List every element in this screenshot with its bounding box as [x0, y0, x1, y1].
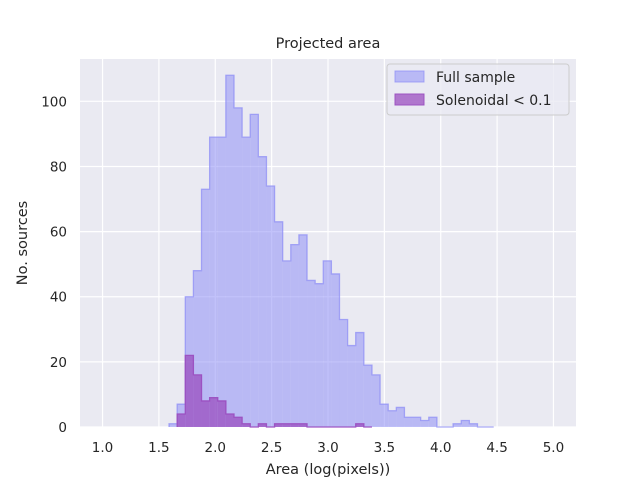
- histogram-bar: [331, 273, 340, 427]
- histogram-bar: [282, 260, 291, 427]
- x-tick-label: 4.0: [430, 440, 451, 456]
- x-ticks: 1.0 1.5 2.0 2.5 3.0 3.5 4.0 4.5 5.0: [92, 440, 564, 456]
- histogram-bar: [217, 400, 226, 427]
- histogram-bar: [258, 423, 267, 427]
- legend-swatch-solenoidal: [394, 93, 425, 106]
- histogram-bar: [290, 423, 299, 427]
- histogram-bar: [355, 332, 364, 427]
- histogram-bar: [185, 355, 194, 427]
- x-tick-label: 2.5: [261, 440, 282, 456]
- histogram-bar: [298, 423, 308, 427]
- histogram-bar: [169, 423, 178, 427]
- legend-label-solenoidal: Solenoidal < 0.1: [436, 93, 552, 109]
- histogram-bar: [233, 417, 243, 427]
- histogram-bar: [250, 114, 259, 428]
- x-tick-label: 2.0: [205, 440, 226, 456]
- histogram-bar: [380, 404, 389, 427]
- histogram-bar: [290, 244, 299, 427]
- histogram-bar: [177, 413, 186, 427]
- histogram-bar: [201, 189, 210, 427]
- histogram-bar: [388, 410, 397, 427]
- legend-swatch-full-sample: [394, 70, 425, 83]
- histogram-bar: [453, 423, 462, 427]
- histogram-bar: [274, 423, 283, 427]
- y-axis-label: No. sources: [15, 201, 31, 285]
- histogram-bar: [193, 270, 202, 427]
- histogram-bar: [315, 283, 324, 427]
- histogram-bar: [217, 137, 226, 427]
- x-tick-label: 1.0: [92, 440, 113, 456]
- histogram-bar: [363, 365, 372, 427]
- y-tick-label: 60: [50, 225, 67, 241]
- histogram-bar: [274, 221, 283, 427]
- histogram-bar: [469, 423, 478, 427]
- x-axis-label: Area (log(pixels)): [266, 462, 391, 478]
- histogram-bar: [233, 107, 243, 428]
- histogram-bar: [242, 137, 251, 427]
- x-tick-label: 3.0: [317, 440, 338, 456]
- histogram-bar: [412, 417, 421, 427]
- histogram-bar: [428, 417, 437, 427]
- y-tick-label: 20: [50, 355, 67, 371]
- histogram-bar: [282, 423, 291, 427]
- histogram-bar: [396, 407, 405, 427]
- histogram-bar: [225, 75, 234, 427]
- histogram-bar: [201, 400, 210, 427]
- histogram-bar: [298, 234, 308, 427]
- y-tick-label: 80: [50, 159, 67, 175]
- x-tick-label: 1.5: [148, 440, 169, 456]
- histogram-bar: [225, 413, 234, 427]
- histogram-bar: [347, 345, 356, 427]
- histogram-bar: [404, 417, 413, 427]
- series-1: [176, 354, 372, 428]
- histogram-bar: [420, 420, 429, 427]
- histogram-bar: [371, 374, 381, 427]
- legend-label-full-sample: Full sample: [436, 70, 515, 86]
- histogram-bar: [258, 156, 267, 428]
- series-0: [168, 74, 494, 428]
- histogram-bar: [266, 186, 275, 427]
- histogram-bar: [193, 374, 202, 427]
- histogram-bar: [209, 137, 218, 427]
- y-ticks: 0 20 40 60 80 100: [41, 94, 67, 436]
- histogram-bar: [339, 319, 348, 427]
- histogram-bar: [209, 397, 218, 427]
- histogram-outline: [176, 354, 372, 428]
- bars: [168, 74, 494, 428]
- legend-box: [386, 63, 570, 116]
- histogram-bar: [242, 423, 251, 427]
- x-tick-label: 3.5: [374, 440, 395, 456]
- histogram-bar: [323, 260, 332, 427]
- histogram-bar: [355, 423, 364, 427]
- x-tick-label: 5.0: [543, 440, 564, 456]
- chart-title: Projected area: [276, 36, 381, 52]
- y-tick-label: 0: [58, 420, 67, 436]
- histogram-outline: [168, 74, 494, 428]
- histogram-bar: [307, 280, 316, 427]
- legend: Full sample Solenoidal < 0.1: [386, 63, 570, 116]
- y-tick-label: 100: [41, 94, 67, 110]
- y-tick-label: 40: [50, 290, 67, 306]
- histogram-bar: [461, 420, 470, 427]
- x-tick-label: 4.5: [486, 440, 507, 456]
